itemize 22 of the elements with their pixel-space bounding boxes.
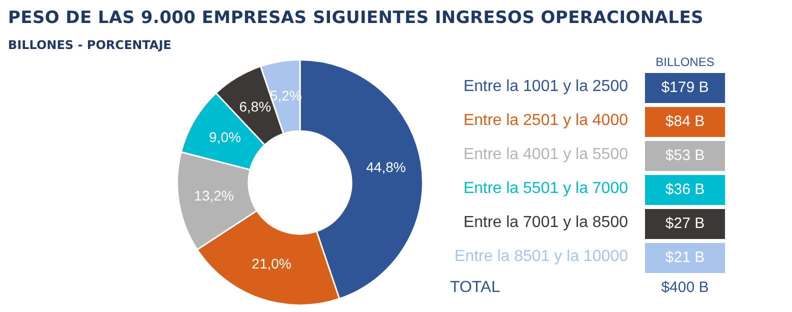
legend-label: Entre la 7001 y la 8500 [462,214,628,232]
data-label: 21,0% [252,256,292,272]
data-label: 44,8% [366,159,406,176]
legend-label: Entre la 1001 y la 2500 [462,78,628,96]
text: $53 B [645,141,725,171]
legend-label: Entre la 4001 y la 5500 [462,146,628,164]
legend-label: Entre la 5501 y la 7000 [462,180,628,198]
text: $179 B [645,73,725,103]
chart-subtitle: BILLONES - PORCENTAJE [8,38,172,52]
text: $21 B [645,243,725,273]
legend-label: Entre la 8501 y la 10000 [454,248,628,266]
text: $400 B [660,279,710,296]
text: TOTAL [450,279,500,297]
text: BILLONES [654,55,716,69]
data-label: 9,0% [209,128,241,145]
data-label: 6,8% [239,98,272,115]
text: $27 B [645,209,725,239]
chart-title: PESO DE LAS 9.000 EMPRESAS SIGUIENTES INGRESOS OPERACIONALES [8,8,704,28]
text: $36 B [645,175,725,205]
text: $84 B [645,107,725,137]
data-label: 13,2% [194,188,234,204]
legend-label: Entre la 2501 y la 4000 [462,112,628,130]
